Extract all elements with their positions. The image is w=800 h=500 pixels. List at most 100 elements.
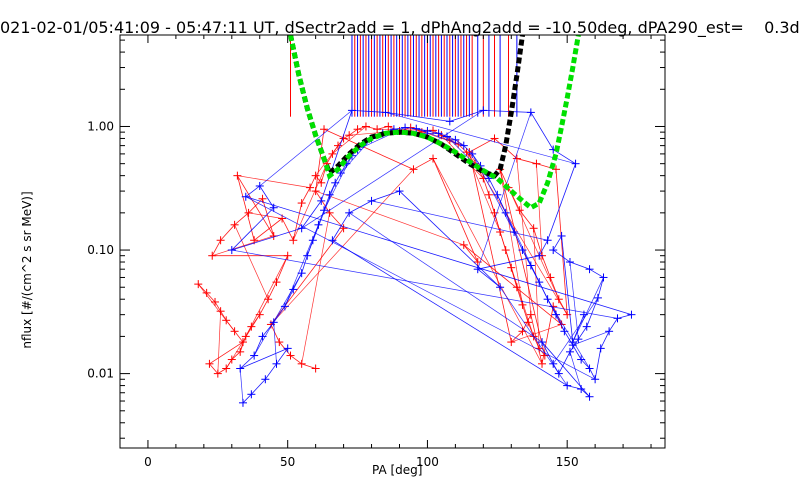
series-connector-line <box>522 304 529 323</box>
data-point-plus <box>317 178 326 187</box>
data-point-plus <box>334 141 342 150</box>
data-point-plus <box>353 125 362 134</box>
data-point-plus <box>339 224 348 233</box>
series-connector-line <box>276 255 289 283</box>
series-connector-line <box>441 134 450 141</box>
data-point-plus <box>320 125 329 134</box>
data-point-plus <box>238 338 247 347</box>
series-connector-line <box>318 210 325 225</box>
series-connector-line <box>281 218 294 241</box>
series-connector-line <box>292 202 303 241</box>
data-point-plus <box>345 208 354 217</box>
series-connector-line <box>533 228 543 256</box>
series-connector-line <box>234 224 269 300</box>
data-point-plus <box>328 236 337 245</box>
data-point-plus <box>283 251 292 260</box>
series-connector-line <box>332 212 350 241</box>
series-connector-line <box>438 132 448 137</box>
series-connector-line <box>511 331 523 343</box>
data-point-plus <box>429 154 438 163</box>
series-connector-line <box>209 341 244 365</box>
data-point-plus <box>565 347 574 356</box>
series-connector-line <box>231 351 241 360</box>
data-point-plus <box>518 246 527 255</box>
data-point-plus <box>314 220 323 229</box>
series-connector-line <box>617 314 632 319</box>
data-point-plus <box>345 131 354 140</box>
data-point-plus <box>423 126 432 135</box>
series-connector-line <box>231 227 302 251</box>
series-connector-line <box>276 348 289 365</box>
data-point-plus <box>258 332 267 341</box>
series-connector-line <box>499 169 546 356</box>
data-point-plus <box>216 307 225 316</box>
data-point-plus <box>599 273 608 282</box>
series-connector-line <box>589 268 604 278</box>
data-point-plus <box>557 231 566 240</box>
data-point-plus <box>535 278 544 287</box>
data-point-plus <box>526 261 535 270</box>
series-connector-line <box>533 228 540 349</box>
data-point-plus <box>205 359 214 368</box>
series-connector-line <box>446 136 456 141</box>
data-point-plus <box>373 125 382 134</box>
series-connector-line <box>552 235 562 251</box>
series-connector-line <box>251 378 266 395</box>
data-point-plus <box>593 293 602 302</box>
series-connector-line <box>240 348 288 369</box>
series-connector-line <box>483 109 531 113</box>
series-connector-line <box>468 152 512 343</box>
series-connector-line <box>301 363 316 369</box>
data-point-plus <box>247 390 256 399</box>
series-connector-line <box>586 297 599 327</box>
series-connector-line <box>301 212 330 364</box>
data-point-plus <box>297 359 306 368</box>
data-point-plus <box>258 194 267 203</box>
data-point-plus <box>585 392 594 401</box>
data-point-plus <box>479 106 488 115</box>
series-connector-line <box>315 190 464 246</box>
series-connector-line <box>351 109 386 113</box>
data-point-plus <box>554 295 563 304</box>
series-connector-line <box>259 185 275 208</box>
data-point-plus <box>565 258 574 267</box>
data-point-plus <box>585 265 594 274</box>
series-connector-line <box>552 249 571 263</box>
series-connector-line <box>231 249 618 319</box>
series-connector-line <box>273 322 277 364</box>
y-tick-label: 1.00 <box>87 119 114 133</box>
data-point-plus <box>434 129 443 138</box>
data-point-plus <box>250 351 259 360</box>
data-point-plus <box>529 224 538 233</box>
data-point-plus <box>526 310 535 319</box>
data-point-plus <box>286 351 295 360</box>
series-connector-line <box>530 314 543 364</box>
series-connector-line <box>541 341 554 365</box>
series-connector-line <box>239 368 244 403</box>
data-point-plus <box>264 295 273 304</box>
data-point-plus <box>512 283 521 292</box>
data-point-plus <box>577 385 586 394</box>
data-point-plus <box>269 203 278 212</box>
data-point-plus <box>289 236 298 245</box>
series-connector-line <box>499 169 523 305</box>
data-point-plus <box>484 190 493 199</box>
series-connector-line <box>332 239 568 386</box>
data-point-plus <box>275 338 284 347</box>
series-connector-line <box>561 235 574 343</box>
data-point-plus <box>526 108 535 117</box>
data-point-plus <box>552 165 560 174</box>
series-connector-line <box>558 351 571 374</box>
plot-frame <box>119 34 666 449</box>
series-connector-line <box>572 344 582 360</box>
data-point-plus <box>213 369 222 378</box>
series-connector-line <box>259 110 353 187</box>
series-connector-line <box>217 311 221 374</box>
data-point-plus <box>552 310 560 319</box>
black-fit-curve <box>288 35 525 179</box>
data-point-plus <box>596 344 605 353</box>
series-connector-line <box>600 331 610 349</box>
series-connector-line <box>552 297 599 365</box>
data-point-plus <box>409 165 418 174</box>
